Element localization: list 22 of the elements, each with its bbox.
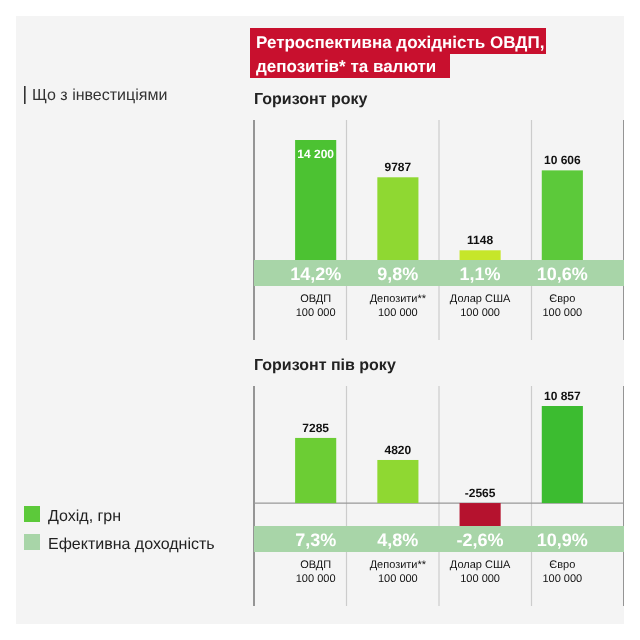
text: 14,2%	[290, 264, 342, 284]
bar	[377, 177, 419, 260]
chart-title: Горизонт року	[254, 90, 369, 108]
text: Що з інвестиціями	[32, 86, 168, 104]
text: -2,6%	[456, 530, 504, 550]
bar	[377, 459, 419, 504]
text: 7,3%	[295, 530, 337, 550]
text: 1,1%	[459, 264, 501, 284]
text: Ефективна доходність	[48, 535, 215, 553]
bar	[295, 437, 337, 504]
bar	[459, 503, 501, 526]
text: 10,9%	[536, 530, 588, 550]
bar	[295, 140, 337, 260]
bar	[459, 250, 501, 260]
text: 9,8%	[377, 264, 419, 284]
text: Ретроспективна дохідність ОВДП, депозитів* та валюти	[256, 32, 545, 76]
bar	[541, 170, 583, 260]
text: 10,6%	[536, 264, 588, 284]
bar	[541, 406, 583, 504]
chart-title: Горизонт пів року	[254, 356, 397, 374]
text: 4,8%	[377, 530, 419, 550]
legend-label: Дохід, грн	[48, 507, 122, 525]
